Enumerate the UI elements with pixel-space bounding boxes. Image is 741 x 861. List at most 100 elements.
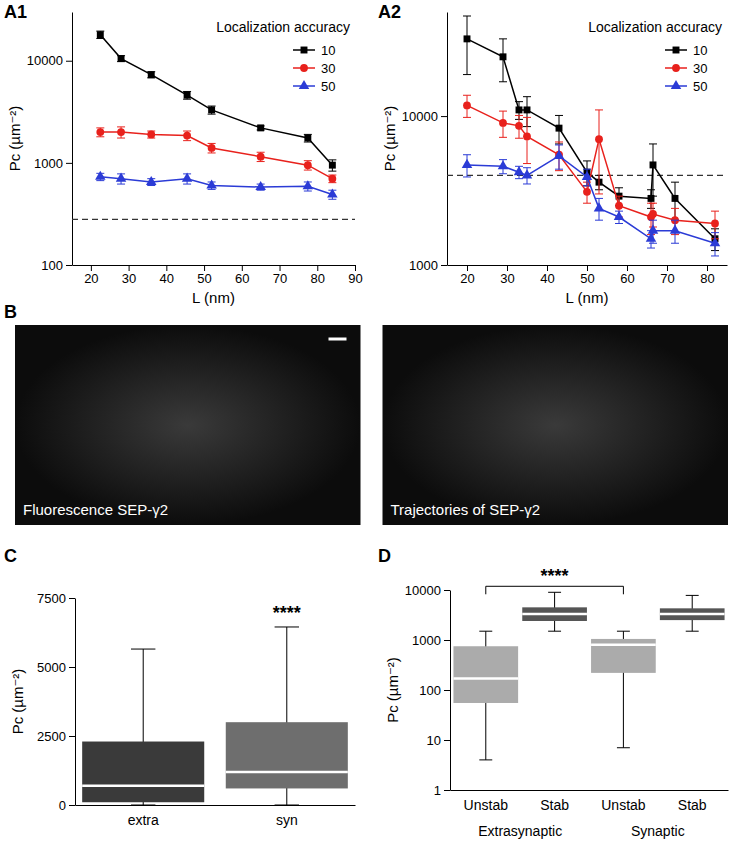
y-axis-title: Pc (µm⁻²) <box>9 669 26 735</box>
marker <box>672 195 679 202</box>
error-bar <box>523 117 531 163</box>
y-tick: 1000 <box>412 633 450 648</box>
error-bar-cap <box>615 223 623 224</box>
y-tick-mark <box>66 61 72 62</box>
error-bar-cap <box>595 198 603 199</box>
x-tick-mark <box>627 265 628 271</box>
y-tick: 1000 <box>34 156 72 171</box>
x-axis: UnstabStabUnstabStab <box>451 790 729 813</box>
error-bar-cap <box>328 171 336 172</box>
micrograph <box>15 325 361 525</box>
series-line <box>467 39 715 239</box>
whisker-cap <box>548 631 561 632</box>
error-bar-cap <box>711 255 719 256</box>
y-axis-line <box>72 13 73 266</box>
error-bar-cap <box>523 117 531 118</box>
y-tick-label: 1000 <box>34 156 63 171</box>
error-bar <box>147 72 155 78</box>
marker <box>594 202 605 211</box>
error-bar-cap <box>555 170 563 171</box>
error-bar-cap <box>304 142 312 143</box>
error-bar-cap <box>257 161 265 162</box>
x-tick-label: 20 <box>460 271 474 286</box>
x-tick-label: 30 <box>122 271 136 286</box>
marker <box>498 160 509 169</box>
panel-label: C <box>4 546 17 566</box>
y-tick-label: 2500 <box>37 729 66 744</box>
x-tick-label: 50 <box>197 271 211 286</box>
marker <box>95 171 106 180</box>
x-tick: 70 <box>660 265 674 286</box>
significance: **** <box>273 603 301 623</box>
y-tick-mark <box>66 163 72 164</box>
median-line <box>82 784 204 787</box>
error-bar-cap <box>463 16 471 17</box>
legend-marker <box>299 80 310 89</box>
y-axis: 100010000 <box>402 13 448 273</box>
error-bar-cap <box>328 159 336 160</box>
x-tick-mark <box>467 265 468 271</box>
box <box>660 595 725 631</box>
marker <box>328 175 336 183</box>
y-tick-label: 1 <box>434 783 441 798</box>
x-tick-label: 50 <box>580 271 594 286</box>
error-bar <box>515 115 523 138</box>
error-bar-cap <box>555 144 563 145</box>
legend-marker <box>300 64 308 72</box>
y-tick-label: 100 <box>419 683 441 698</box>
error-bar-cap <box>671 182 679 183</box>
error-bar-cap <box>555 115 563 116</box>
marker <box>614 211 625 220</box>
x-tick-label: 70 <box>273 271 287 286</box>
y-tick-mark <box>444 790 450 791</box>
error-bar <box>463 95 471 117</box>
x-tick: 80 <box>311 265 325 286</box>
error-bar-cap <box>555 141 563 142</box>
error-bar <box>328 160 336 171</box>
error-bar <box>117 127 125 138</box>
reference-line <box>72 219 355 220</box>
marker <box>646 233 657 242</box>
marker <box>516 106 523 113</box>
marker <box>583 188 591 196</box>
data-area <box>447 16 727 256</box>
y-tick-label: 10 <box>427 733 441 748</box>
x-tick-mark <box>547 265 548 271</box>
error-bar-cap <box>595 193 603 194</box>
error-bar-cap <box>183 140 191 141</box>
box <box>226 627 348 805</box>
box-body <box>453 646 518 703</box>
whisker-cap <box>548 592 561 593</box>
error-bar-cap <box>257 152 265 153</box>
legend-marker <box>301 47 308 54</box>
y-axis-line <box>75 599 76 806</box>
marker <box>515 122 523 130</box>
error-bar-cap <box>583 185 591 186</box>
error-bar-cap <box>499 38 507 39</box>
marker <box>523 133 531 141</box>
x-axis-title: L (nm) <box>566 289 609 306</box>
marker <box>208 144 216 152</box>
error-bar-cap <box>583 160 591 161</box>
marker <box>329 162 336 169</box>
error-bar <box>208 143 216 153</box>
x-tick: extra <box>128 805 159 828</box>
error-bar-cap <box>499 159 507 160</box>
data-area <box>453 592 724 760</box>
marker <box>595 135 603 143</box>
error-bar-cap <box>515 101 523 102</box>
panel-label: D <box>378 546 391 566</box>
panel-label: A2 <box>378 2 401 22</box>
error-bar-cap <box>96 38 104 39</box>
legend-entry: 50 <box>665 79 707 94</box>
x-tick: Unstab <box>601 790 646 813</box>
plot: 0250050007500extrasynPc (µm⁻²)**** <box>9 591 356 828</box>
x-tick: 70 <box>273 265 287 286</box>
median-line <box>522 613 587 616</box>
error-bar <box>257 152 265 161</box>
x-tick-mark <box>204 265 205 271</box>
y-tick-label: 1000 <box>409 258 438 273</box>
x-tick-label: 80 <box>311 271 325 286</box>
y-tick: 1 <box>434 783 450 798</box>
error-bar-cap <box>304 170 312 171</box>
